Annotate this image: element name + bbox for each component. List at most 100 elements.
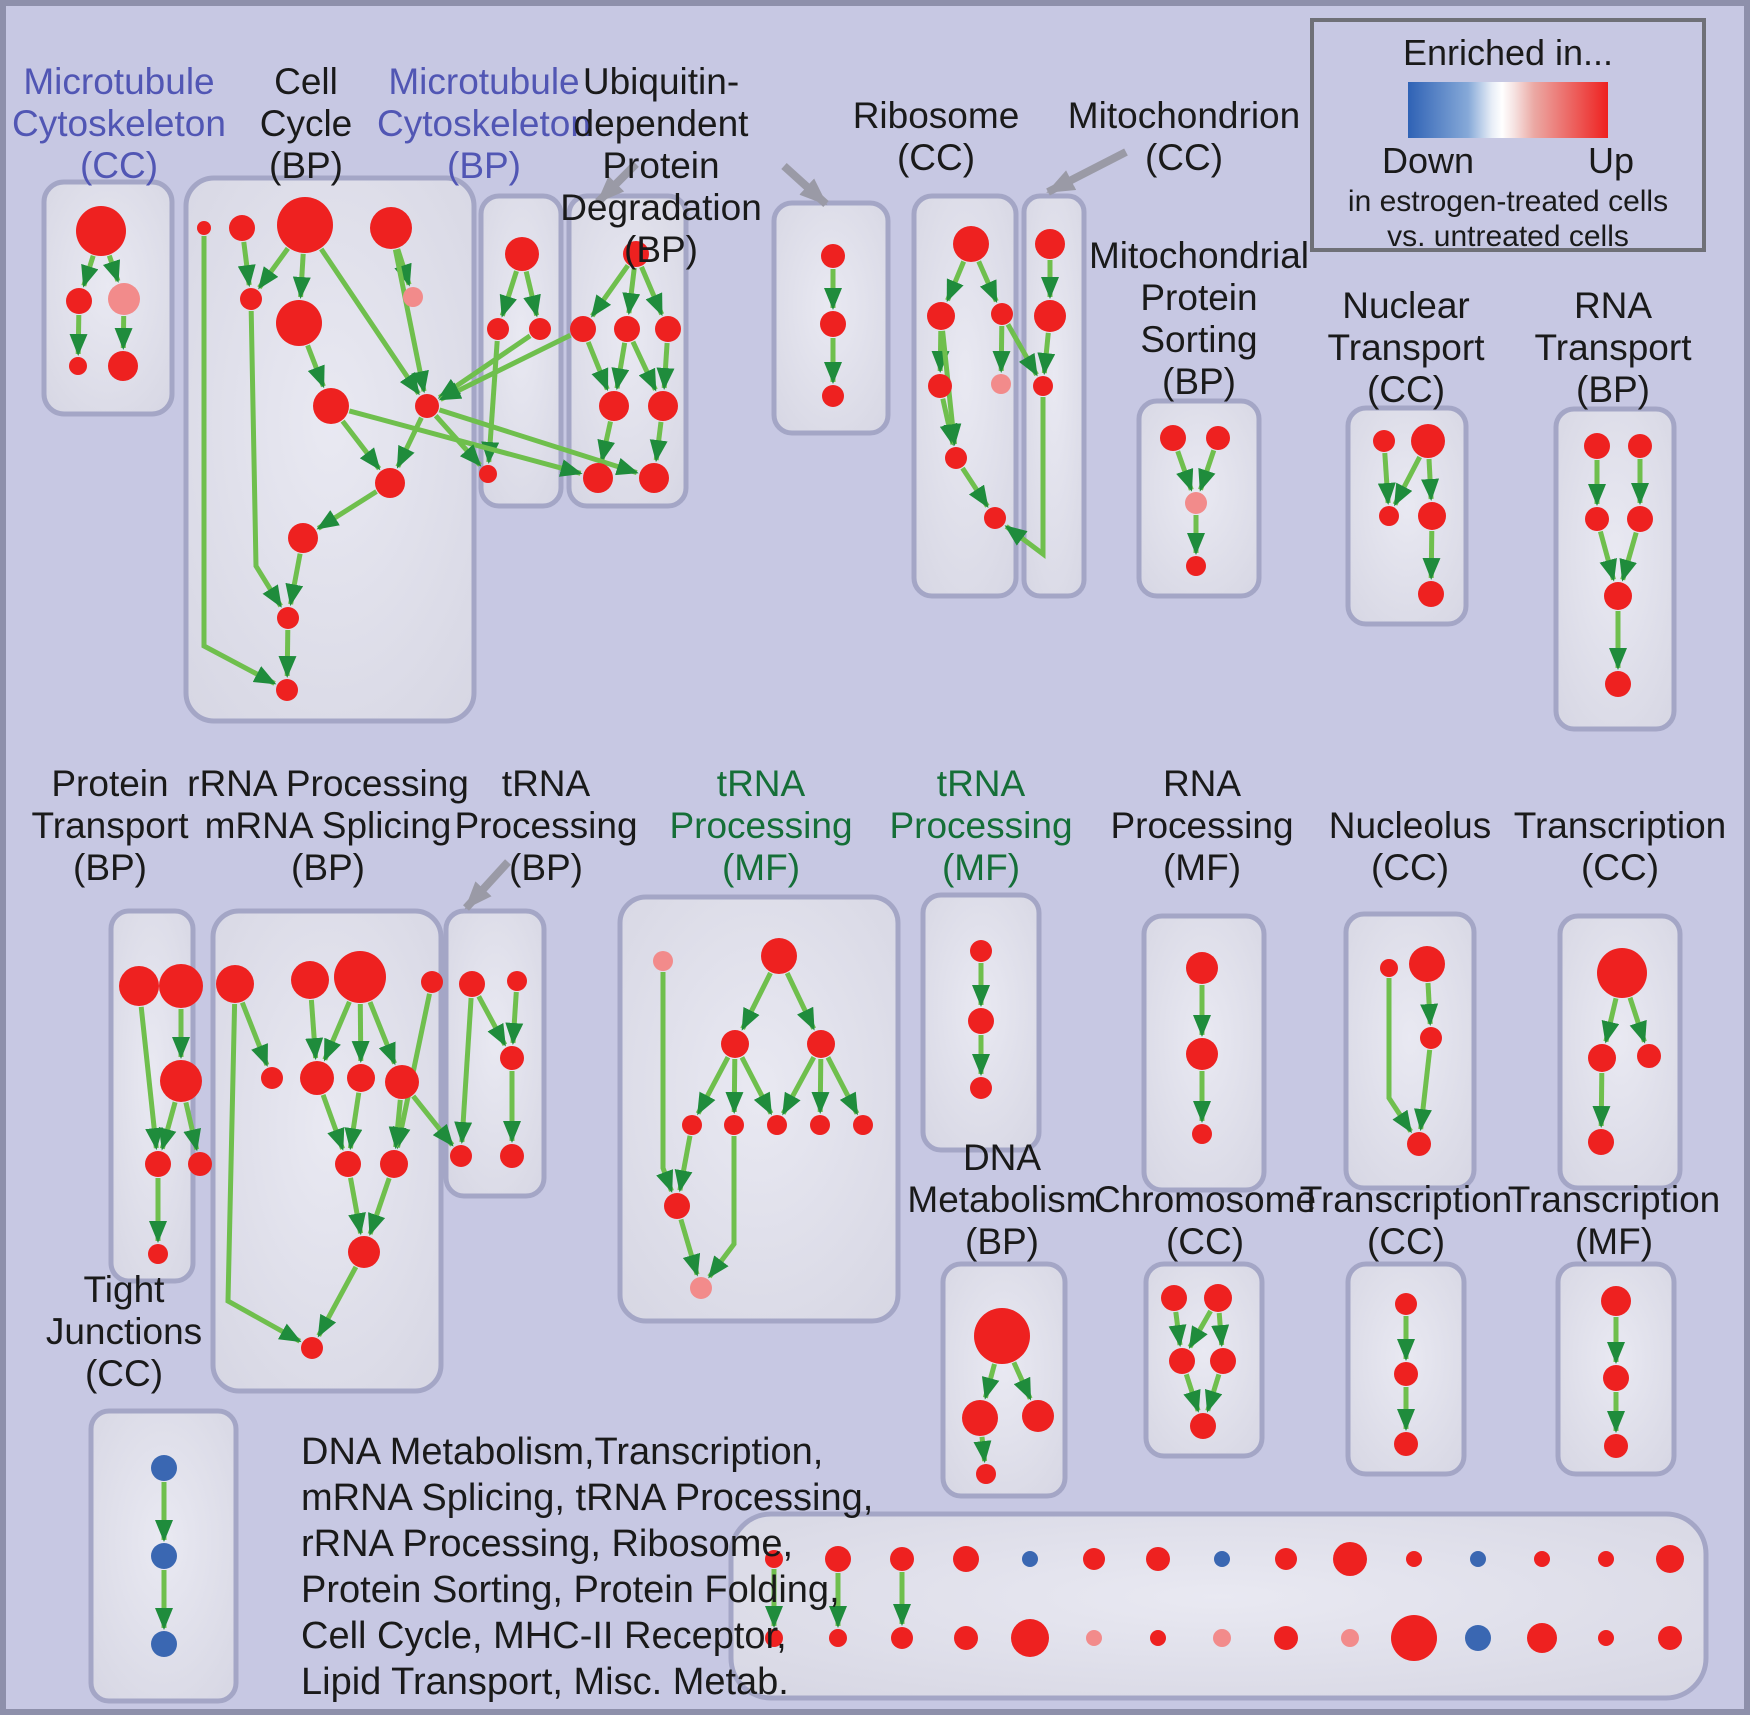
- go-term-node-u8-red: [639, 463, 669, 493]
- go-term-node-z3-red: [1604, 1434, 1628, 1458]
- edge-a1-a2: [81, 255, 99, 288]
- edge-g2-g3: [1037, 332, 1056, 376]
- go-term-node-l7-red: [347, 1064, 375, 1092]
- go-term-node-p8-red: [810, 1115, 830, 1135]
- go-term-node-p5-red: [682, 1115, 702, 1135]
- go-term-node-d4-red: [976, 1464, 996, 1484]
- edge-c3-c5: [257, 246, 290, 290]
- go-term-node-d1-red: [974, 1308, 1030, 1364]
- cluster-label-mitochondrion-line1: Mitochondrion: [1068, 95, 1300, 136]
- go-term-node-lt13-red: [1534, 1551, 1550, 1567]
- edge-p4-p7: [781, 1056, 816, 1116]
- cluster-box-ubiq-d: [566, 193, 689, 509]
- cluster-label-trna-bp-line2: Processing: [454, 805, 637, 846]
- go-term-node-lb8-pink: [1213, 1629, 1231, 1647]
- label-pointer-arrow-to-ubiq-right: [781, 163, 829, 207]
- go-term-node-q2-red: [1186, 1038, 1218, 1070]
- go-term-node-u4-red: [655, 316, 681, 342]
- legend: Enriched in... Down Up in estrogen-treat…: [1310, 18, 1706, 253]
- go-term-node-r6-red: [945, 447, 967, 469]
- go-term-node-i5-red: [1418, 581, 1444, 607]
- cluster-label-nuclear-transport-line3: (CC): [1367, 369, 1445, 410]
- edge-c9-c10: [316, 489, 378, 531]
- cluster-label-dna-metabolism-line1: DNA: [963, 1137, 1041, 1178]
- go-term-node-c1-red: [197, 221, 211, 235]
- edge-k1-k4: [138, 1006, 164, 1151]
- go-term-node-l6-red: [300, 1061, 334, 1095]
- go-term-node-c4-red: [370, 207, 412, 249]
- cluster-label-trna-mf-1-line2: Processing: [669, 805, 852, 846]
- edge-m1-m3: [523, 270, 541, 318]
- diagram-svg: MicrotubuleCytoskeleton(CC)CellCycle(BP)…: [12, 61, 1726, 1704]
- go-term-node-i2-red: [1411, 424, 1445, 458]
- go-term-node-tj1-blue: [151, 1455, 177, 1481]
- cluster-label-transcription-cc-1-line1: Transcription: [1514, 805, 1726, 846]
- go-term-node-l3-red: [334, 951, 386, 1003]
- edge-l1-l12: [225, 1003, 302, 1344]
- edge-ch2-ch3: [1187, 1309, 1213, 1349]
- go-term-node-d2-red: [962, 1400, 998, 1436]
- legend-gradient-bar: [1408, 82, 1608, 138]
- go-term-node-lb5-red: [1011, 1619, 1049, 1657]
- go-term-node-l12-red: [301, 1337, 323, 1359]
- edge-nc1-nc4: [1386, 978, 1413, 1134]
- edge-ch1-ch3: [1168, 1311, 1187, 1348]
- go-term-node-p6-red: [724, 1115, 744, 1135]
- go-term-node-lt6-red: [1083, 1548, 1105, 1570]
- go-term-node-g3-red: [1033, 376, 1053, 396]
- go-term-node-lt2-red: [825, 1546, 851, 1572]
- cluster-label-trna-mf-2-line1: tRNA: [937, 763, 1026, 804]
- cluster-label-cell-cycle-line3: (BP): [269, 145, 343, 186]
- edge-k3-k4: [158, 1101, 178, 1151]
- legend-caption-line2: vs. untreated cells: [1387, 220, 1629, 253]
- edge-c10-c11: [285, 553, 304, 607]
- cluster-label-misc-list-line2: mRNA Splicing, tRNA Processing,: [301, 1477, 873, 1519]
- cluster-label-chromosome-line2: (CC): [1166, 1221, 1244, 1262]
- edge-u4-u6: [656, 342, 675, 390]
- cluster-label-rrna-mrna-line1: rRNA Processing: [187, 763, 469, 804]
- go-term-node-c5-red: [240, 288, 262, 310]
- edge-i2-i4: [1421, 458, 1440, 501]
- go-term-node-z1-red: [1601, 1286, 1631, 1316]
- go-term-node-r5-pink: [991, 374, 1011, 394]
- edge-i1-i3: [1377, 452, 1396, 505]
- go-term-node-d3-red: [1022, 1400, 1054, 1432]
- go-term-node-a1-red: [76, 206, 126, 256]
- go-term-node-lt15-red: [1656, 1545, 1684, 1573]
- cluster-box-singletons: [728, 1511, 1709, 1701]
- edge-s2-s4: [1592, 1072, 1611, 1128]
- go-term-node-g1-red: [1035, 229, 1065, 259]
- go-term-node-c7-pink: [403, 287, 423, 307]
- go-term-node-c12-red: [276, 679, 298, 701]
- cluster-label-rrna-mrna-line3: (BP): [291, 847, 365, 888]
- edge-k3-k5: [183, 1101, 201, 1152]
- edge-p3-p7: [739, 1056, 774, 1116]
- edge-p4-p9: [825, 1056, 860, 1116]
- go-term-node-m3-red: [529, 318, 551, 340]
- go-term-node-a2-red: [66, 288, 92, 314]
- cluster-label-transcription-mf-line2: (MF): [1575, 1221, 1653, 1262]
- cluster-label-protein-transport-line1: Protein: [51, 763, 168, 804]
- edge-d1-d2: [981, 1363, 1000, 1400]
- go-term-node-p1-pink: [653, 951, 673, 971]
- go-term-node-lb10-pink: [1341, 1629, 1359, 1647]
- go-term-node-v1-red: [821, 244, 845, 268]
- edge-a1-a3: [102, 254, 121, 283]
- go-term-node-ch3-red: [1169, 1348, 1195, 1374]
- edge-t2-t3: [505, 991, 524, 1045]
- edge-p10-p11: [678, 1218, 701, 1277]
- go-term-node-s2-red: [1588, 1044, 1616, 1072]
- edge-h2-h3: [1198, 449, 1217, 492]
- edge-p5-p10: [674, 1135, 693, 1193]
- legend-caption-line1: in estrogen-treated cells: [1347, 185, 1669, 218]
- cluster-label-misc-list-line6: Lipid Transport, Misc. Metab.: [301, 1661, 789, 1703]
- cluster-label-tight-junctions-line3: (CC): [85, 1353, 163, 1394]
- cluster-label-nucleolus-line1: Nucleolus: [1329, 805, 1491, 846]
- go-term-node-a5-red: [108, 351, 138, 381]
- cluster-label-chromosome-line1: Chromosome: [1094, 1179, 1316, 1220]
- cluster-label-mt-bp-line1: Microtubule: [388, 61, 579, 102]
- go-term-node-t1-red: [459, 971, 485, 997]
- go-term-node-lb12-blue: [1465, 1625, 1491, 1651]
- cluster-label-mt-cc-line1: Microtubule: [23, 61, 214, 102]
- edge-l3-l7: [351, 1003, 370, 1063]
